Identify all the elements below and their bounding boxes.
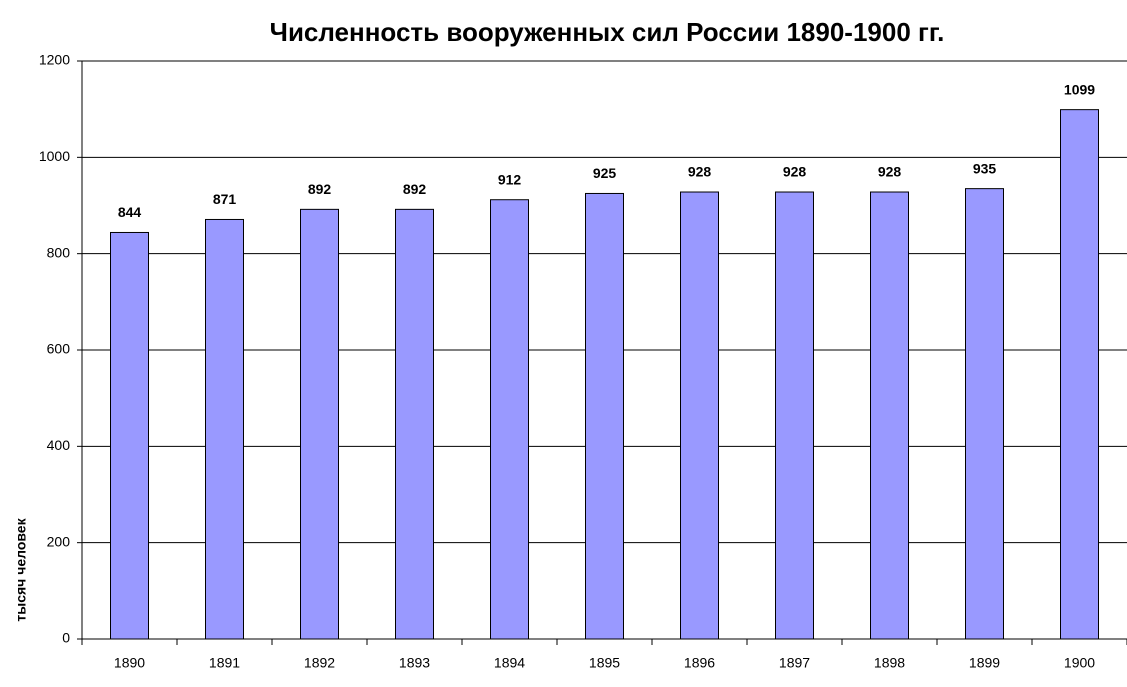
y-axis-label: тысяч человек (13, 517, 29, 621)
bar (680, 191, 719, 640)
x-tick-label: 1897 (779, 655, 810, 671)
value-label: 928 (878, 164, 902, 180)
value-label: 928 (783, 164, 807, 180)
value-label: 928 (688, 164, 712, 180)
x-tick-label: 1898 (874, 655, 905, 671)
bar (775, 191, 814, 640)
y-tick-label: 1000 (39, 148, 70, 164)
value-label: 892 (403, 181, 427, 197)
value-label: 935 (973, 160, 997, 176)
chart-title: Численность вооруженных сил России 1890-… (270, 17, 945, 47)
bar (300, 208, 339, 640)
value-label: 1099 (1064, 81, 1095, 97)
bar (1060, 109, 1099, 640)
x-tick-label: 1891 (209, 655, 240, 671)
bar (110, 231, 149, 640)
x-tick-label: 1893 (399, 655, 430, 671)
bar (490, 199, 529, 640)
value-label: 844 (118, 204, 142, 220)
y-tick-label: 200 (47, 533, 71, 549)
value-label: 892 (308, 181, 332, 197)
y-tick-label: 0 (62, 630, 70, 646)
x-tick-label: 1895 (589, 655, 620, 671)
value-label: 871 (213, 191, 237, 207)
x-tick-label: 1892 (304, 655, 335, 671)
value-label: 912 (498, 171, 522, 187)
y-tick-label: 1200 (39, 52, 70, 68)
value-label: 925 (593, 165, 617, 181)
y-tick-label: 800 (47, 244, 71, 260)
x-tick-label: 1894 (494, 655, 525, 671)
x-tick-label: 1890 (114, 655, 145, 671)
bar (585, 192, 624, 640)
x-tick-label: 1900 (1064, 655, 1095, 671)
bar (965, 188, 1004, 640)
bar (395, 208, 434, 640)
y-tick-label: 400 (47, 437, 71, 453)
x-tick-label: 1899 (969, 655, 1000, 671)
bar (870, 191, 909, 640)
x-tick-label: 1896 (684, 655, 715, 671)
bar (205, 218, 244, 640)
y-tick-label: 600 (47, 341, 71, 357)
